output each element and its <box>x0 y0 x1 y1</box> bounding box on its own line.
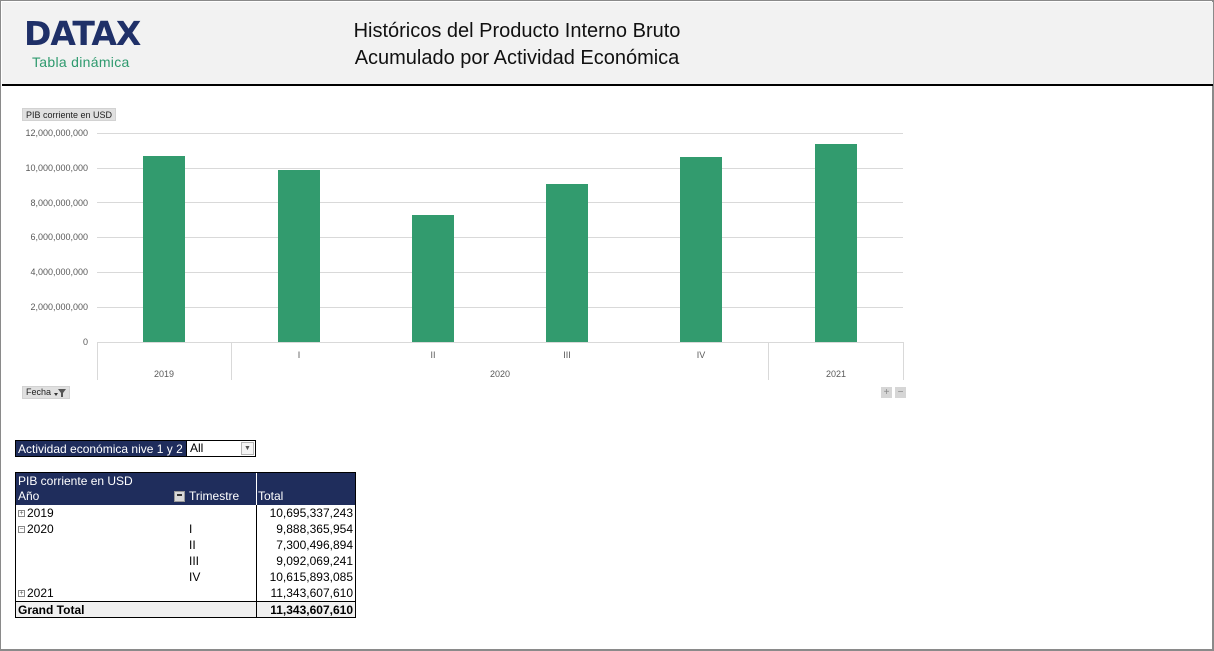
gridline <box>97 202 903 203</box>
axis-field-button[interactable]: Fecha <box>22 386 71 399</box>
row-total: 10,695,337,243 <box>269 506 353 520</box>
table-row: −2020 I 9,888,365,954 <box>16 521 355 537</box>
table-row: IV 10,615,893,085 <box>16 569 355 585</box>
report-filter: Actividad económica nive 1 y 2 All ▼ <box>15 440 256 457</box>
year-header: Año <box>18 489 40 503</box>
y-tick: 6,000,000,000 <box>30 232 88 242</box>
expand-icon[interactable]: + <box>18 589 25 597</box>
pivot-table: PIB corriente en USD Año Trimestre Total… <box>15 472 356 618</box>
row-year: 2019 <box>27 506 54 520</box>
row-quarter: III <box>189 554 200 568</box>
gridline <box>97 307 903 308</box>
page-header: DATAX Tabla dinámica Históricos del Prod… <box>2 2 1213 86</box>
y-tick: 4,000,000,000 <box>30 267 88 277</box>
table-row: +2019 10,695,337,243 <box>16 505 355 521</box>
y-tick: 0 <box>82 337 88 347</box>
expand-icon[interactable]: + <box>18 509 25 517</box>
quarter-label: IV <box>696 350 706 360</box>
total-header: Total <box>258 489 284 503</box>
axis-field-label: Fecha <box>26 387 52 397</box>
title-line-1: Históricos del Producto Interno Bruto <box>353 20 681 42</box>
y-tick: 12,000,000,000 <box>25 128 88 138</box>
bar-2021[interactable] <box>815 144 857 342</box>
title-line-2: Acumulado por Actividad Económica <box>354 47 680 69</box>
axis-separator <box>231 342 232 380</box>
dropdown-filter-icon <box>54 388 67 397</box>
row-quarter: IV <box>189 570 201 584</box>
quarter-header[interactable]: Trimestre <box>174 489 239 504</box>
y-tick: 10,000,000,000 <box>25 163 88 173</box>
bar-2019[interactable] <box>143 156 185 342</box>
logo-subtitle: Tabla dinámica <box>32 54 130 70</box>
collapse-icon[interactable]: − <box>18 525 25 533</box>
gridline <box>97 237 903 238</box>
grand-total-row: Grand Total 11,343,607,610 <box>16 601 355 618</box>
gridline <box>97 133 903 134</box>
bar-2020-I[interactable] <box>278 170 320 342</box>
gridline <box>97 272 903 273</box>
row-total: 11,343,607,610 <box>270 586 353 600</box>
bar-2020-II[interactable] <box>412 215 454 342</box>
grand-total-value: 11,343,607,610 <box>270 603 353 617</box>
expand-field-button[interactable]: + <box>881 387 892 398</box>
column-divider <box>256 473 257 505</box>
year-label: 2021 <box>825 369 847 379</box>
column-divider <box>256 602 257 618</box>
pivot-header: PIB corriente en USD Año Trimestre Total <box>16 473 355 505</box>
row-year: 2020 <box>27 522 54 536</box>
measure-header: PIB corriente en USD <box>18 474 133 488</box>
page-title: Históricos del Producto Interno Bruto Ac… <box>302 18 732 72</box>
row-total: 10,615,893,085 <box>269 570 353 584</box>
quarter-label: I <box>297 350 301 360</box>
year-label: 2019 <box>153 369 175 379</box>
y-tick: 8,000,000,000 <box>30 198 88 208</box>
pivot-chart[interactable]: PIB corriente en USD 12,000,000,000 10,0… <box>0 100 920 410</box>
y-tick: 2,000,000,000 <box>30 302 88 312</box>
table-row: II 7,300,496,894 <box>16 537 355 553</box>
row-total: 9,888,365,954 <box>276 522 353 536</box>
filter-applied-icon[interactable] <box>174 491 185 502</box>
category-axis <box>97 342 903 380</box>
axis-separator <box>903 342 904 380</box>
column-divider <box>256 505 257 601</box>
bar-2020-III[interactable] <box>546 184 588 342</box>
quarter-label: III <box>563 350 571 360</box>
quarter-header-label: Trimestre <box>189 489 240 503</box>
report-filter-dropdown[interactable]: All ▼ <box>186 440 256 457</box>
row-quarter: II <box>189 538 196 552</box>
pivot-body: +2019 10,695,337,243 −2020 I 9,888,365,9… <box>16 505 355 601</box>
row-total: 9,092,069,241 <box>276 554 353 568</box>
row-quarter: I <box>189 522 193 536</box>
table-row: III 9,092,069,241 <box>16 553 355 569</box>
bar-2020-IV[interactable] <box>680 157 722 342</box>
report-filter-value: All <box>190 441 204 455</box>
row-year: 2021 <box>27 586 54 600</box>
datax-logo: DATAX <box>24 14 141 53</box>
axis-separator <box>768 342 769 380</box>
year-label: 2020 <box>489 369 511 379</box>
table-row: +2021 11,343,607,610 <box>16 585 355 601</box>
row-total: 7,300,496,894 <box>276 538 353 552</box>
quarter-label: II <box>430 350 436 360</box>
grand-total-label: Grand Total <box>18 603 85 617</box>
chevron-down-icon[interactable]: ▼ <box>241 442 254 455</box>
gridline <box>97 168 903 169</box>
report-filter-label: Actividad económica nive 1 y 2 <box>15 440 186 457</box>
value-field-button[interactable]: PIB corriente en USD <box>22 108 117 121</box>
collapse-field-button[interactable]: − <box>895 387 906 398</box>
axis-separator <box>97 342 98 380</box>
